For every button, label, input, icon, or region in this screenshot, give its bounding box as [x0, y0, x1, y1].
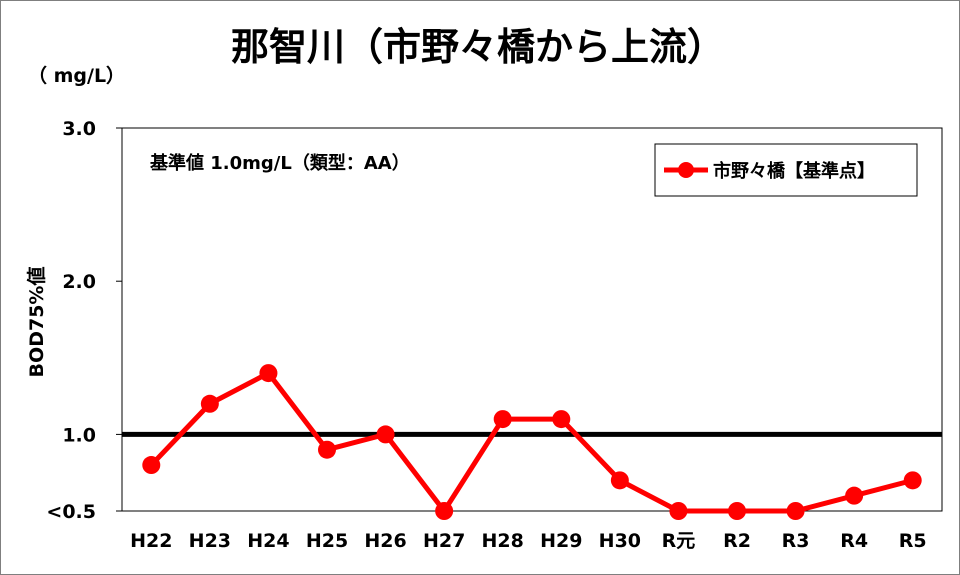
unit-label: （ mg/L） — [28, 64, 125, 87]
legend: 市野々橋【基準点】 — [654, 143, 918, 197]
y-tick-label: <0.5 — [46, 501, 96, 523]
data-point — [786, 502, 805, 520]
data-point — [669, 502, 688, 520]
x-category-label: H25 — [306, 530, 348, 552]
data-point — [259, 364, 278, 383]
data-point — [318, 440, 336, 459]
x-category-label: H26 — [364, 530, 406, 552]
data-point — [493, 410, 512, 429]
chart-title: 那智川（市野々橋から上流） — [231, 25, 725, 69]
x-category-label: H27 — [423, 530, 465, 552]
x-category-label: H23 — [189, 530, 231, 552]
y-tick-label: 2.0 — [62, 271, 96, 293]
series-group — [142, 364, 922, 520]
series-line — [149, 370, 914, 514]
data-point — [435, 502, 454, 520]
x-category-label: H29 — [540, 530, 582, 552]
data-point — [552, 410, 571, 429]
data-point — [903, 471, 922, 490]
x-category-label: R元 — [662, 530, 696, 552]
data-point — [610, 471, 629, 490]
y-tick-label: 1.0 — [62, 424, 96, 446]
data-point — [200, 394, 219, 413]
y-axis-label: BOD75%値 — [26, 267, 48, 378]
x-category-label: H28 — [482, 530, 524, 552]
x-category-label: H24 — [247, 530, 289, 552]
x-category-label: R5 — [899, 530, 927, 552]
standard-annotation: 基準値 1.0mg/L（類型：AA） — [149, 152, 410, 174]
plot-area — [121, 127, 943, 512]
legend-box — [654, 143, 918, 197]
x-category-label: H30 — [599, 530, 641, 552]
x-category-labels: H22 H23 H24 H25 H26 H27 H28 H29 H30 R元 R2 R3 R4 R5 — [130, 530, 927, 552]
data-point — [376, 425, 395, 444]
x-category-label: R3 — [782, 530, 810, 552]
x-category-label: H22 — [130, 530, 172, 552]
y-tick-label: 3.0 — [62, 118, 96, 140]
x-category-label: R4 — [840, 530, 868, 552]
legend-marker-icon — [678, 162, 694, 178]
x-category-label: R2 — [723, 530, 751, 552]
data-point — [728, 502, 746, 520]
legend-label: 市野々橋【基準点】 — [713, 160, 875, 182]
data-point — [142, 456, 161, 475]
y-tick-labels: <0.5 1.0 2.0 3.0 — [46, 118, 122, 523]
data-point — [845, 486, 864, 505]
